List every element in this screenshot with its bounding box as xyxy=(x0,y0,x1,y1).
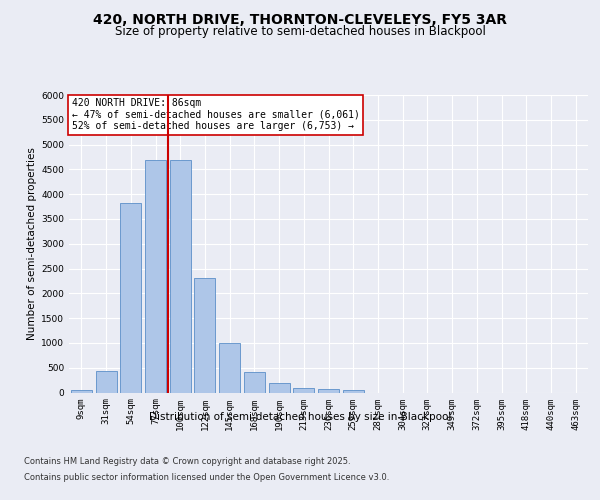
Text: Size of property relative to semi-detached houses in Blackpool: Size of property relative to semi-detach… xyxy=(115,25,485,38)
Bar xyxy=(95,371,116,392)
Bar xyxy=(170,160,191,392)
Bar xyxy=(145,160,166,392)
Bar xyxy=(293,388,314,392)
Bar xyxy=(244,372,265,392)
Bar xyxy=(194,278,215,392)
Text: Contains public sector information licensed under the Open Government Licence v3: Contains public sector information licen… xyxy=(24,472,389,482)
Bar xyxy=(343,390,364,392)
Bar xyxy=(71,390,92,392)
Bar xyxy=(219,343,240,392)
Text: Distribution of semi-detached houses by size in Blackpool: Distribution of semi-detached houses by … xyxy=(149,412,451,422)
Bar xyxy=(318,389,339,392)
Text: 420 NORTH DRIVE: 86sqm
← 47% of semi-detached houses are smaller (6,061)
52% of : 420 NORTH DRIVE: 86sqm ← 47% of semi-det… xyxy=(71,98,359,131)
Bar xyxy=(269,382,290,392)
Y-axis label: Number of semi-detached properties: Number of semi-detached properties xyxy=(27,148,37,340)
Bar xyxy=(120,203,141,392)
Text: Contains HM Land Registry data © Crown copyright and database right 2025.: Contains HM Land Registry data © Crown c… xyxy=(24,458,350,466)
Text: 420, NORTH DRIVE, THORNTON-CLEVELEYS, FY5 3AR: 420, NORTH DRIVE, THORNTON-CLEVELEYS, FY… xyxy=(93,12,507,26)
